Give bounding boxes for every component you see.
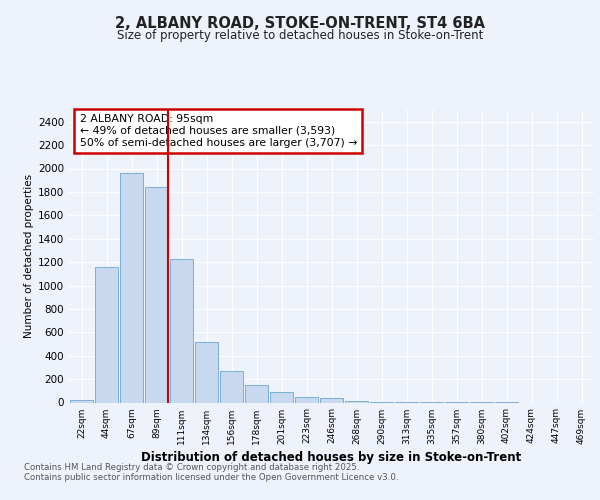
Bar (245, 385, 268, 402)
Bar (320, 398, 343, 402)
Text: 2 ALBANY ROAD: 95sqm
← 49% of detached houses are smaller (3,593)
50% of semi-de: 2 ALBANY ROAD: 95sqm ← 49% of detached h… (79, 114, 357, 148)
Bar (145, 186, 168, 402)
Bar (195, 342, 218, 402)
Text: 2, ALBANY ROAD, STOKE-ON-TRENT, ST4 6BA: 2, ALBANY ROAD, STOKE-ON-TRENT, ST4 6BA (115, 16, 485, 31)
Bar (70, 400, 93, 402)
Bar (345, 400, 368, 402)
Y-axis label: Number of detached properties: Number of detached properties (24, 174, 34, 338)
Text: Contains HM Land Registry data © Crown copyright and database right 2025.
Contai: Contains HM Land Registry data © Crown c… (24, 462, 398, 482)
Bar (295, 396, 318, 402)
X-axis label: Distribution of detached houses by size in Stoke-on-Trent: Distribution of detached houses by size … (142, 450, 521, 464)
Bar (170, 258, 193, 402)
Text: Size of property relative to detached houses in Stoke-on-Trent: Size of property relative to detached ho… (117, 29, 483, 42)
Bar (220, 371, 243, 402)
Bar (270, 392, 293, 402)
Bar (95, 268, 118, 402)
Bar (120, 173, 143, 402)
